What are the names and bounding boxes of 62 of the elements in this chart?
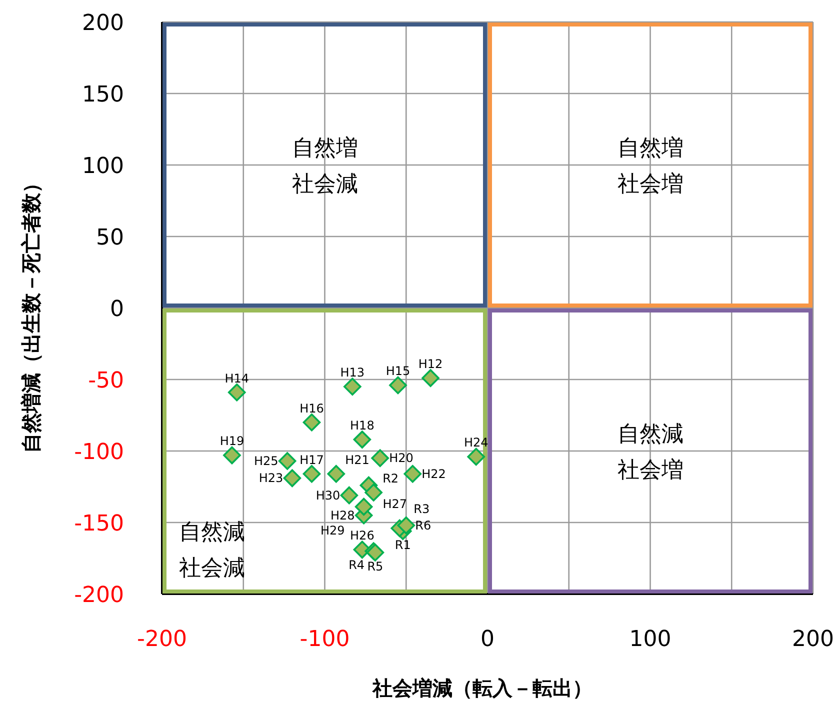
point	[278, 452, 296, 470]
data-label: H13	[340, 366, 365, 380]
point	[223, 446, 241, 464]
point	[340, 486, 358, 504]
y-tick-label: -150	[74, 512, 124, 536]
annotation: 自然減社会増	[617, 422, 684, 483]
data-label: H15	[386, 364, 410, 378]
point	[354, 498, 373, 516]
point	[371, 449, 389, 468]
data-label: R6	[415, 518, 432, 532]
data-label: H28	[330, 508, 355, 522]
data-label: H17	[300, 452, 324, 467]
data-label: H27	[382, 497, 407, 512]
data-label: H23	[258, 471, 284, 486]
data-label: R1	[394, 538, 411, 552]
data-label: R2	[382, 471, 399, 486]
point	[364, 484, 382, 502]
y-tick-label: 0	[110, 297, 124, 322]
data-label: H22	[422, 466, 446, 481]
y-tick-label: 100	[82, 154, 124, 179]
y-tick-label: 50	[96, 226, 124, 250]
data-label: R5	[367, 559, 384, 574]
data-label: H30	[316, 488, 340, 502]
data-label: H12	[418, 356, 443, 371]
annotation: 自然増社会増	[617, 136, 684, 197]
point	[344, 378, 362, 396]
point	[283, 469, 302, 488]
y-tick-label: 150	[82, 82, 124, 108]
x-axis-title: 社会増減（転入－転出）	[372, 676, 592, 700]
point	[467, 448, 486, 466]
point	[228, 383, 246, 402]
x-tick-label: 200	[792, 627, 834, 652]
annotation: 自然減社会減	[179, 520, 245, 581]
data-label: H25	[254, 454, 278, 468]
data-label: H16	[300, 401, 324, 416]
data-label: H26	[350, 528, 374, 543]
annotation: 自然増社会減	[292, 136, 358, 197]
x-tick-label: -200	[137, 627, 187, 652]
data-label: H14	[224, 371, 250, 386]
x-tick-label: 0	[480, 627, 494, 652]
point	[422, 369, 440, 387]
point	[404, 464, 422, 483]
data-label: H19	[220, 434, 244, 448]
point	[397, 516, 416, 534]
point	[389, 376, 407, 394]
point	[302, 414, 321, 432]
y-tick-label: -50	[88, 368, 124, 394]
point	[302, 464, 321, 483]
data-label: H20	[389, 451, 414, 466]
data-label: H18	[350, 418, 374, 432]
y-tick-label: 200	[82, 11, 124, 36]
data-label: H29	[320, 524, 345, 538]
x-tick-label: -100	[300, 627, 350, 652]
y-axis-title: 自然増減（出生数－死亡者数）	[19, 173, 43, 453]
data-label: R3	[414, 502, 430, 516]
point	[327, 464, 346, 483]
y-tick-label: -100	[74, 440, 124, 465]
data-label: R4	[348, 558, 365, 572]
data-label: H21	[345, 452, 370, 467]
point	[353, 430, 372, 448]
x-tick-label: 100	[629, 627, 672, 652]
y-tick-label: -200	[74, 583, 124, 608]
